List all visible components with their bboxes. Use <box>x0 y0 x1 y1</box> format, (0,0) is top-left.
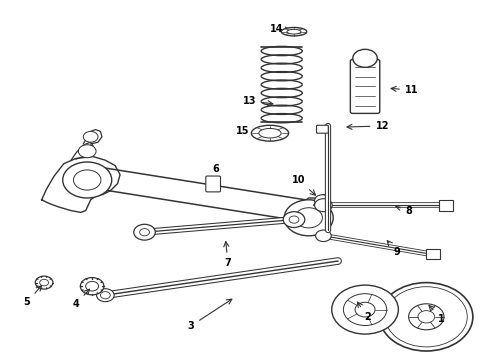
FancyBboxPatch shape <box>426 249 440 259</box>
Text: 11: 11 <box>391 85 418 95</box>
Circle shape <box>418 311 435 323</box>
Text: 9: 9 <box>387 240 400 257</box>
Text: 2: 2 <box>358 302 371 322</box>
Text: 10: 10 <box>292 175 316 195</box>
Circle shape <box>355 302 375 317</box>
Circle shape <box>316 230 331 242</box>
Text: 1: 1 <box>429 305 444 324</box>
Circle shape <box>409 304 444 330</box>
Text: 5: 5 <box>24 285 42 307</box>
Circle shape <box>140 229 149 236</box>
Text: 4: 4 <box>73 289 90 309</box>
Circle shape <box>284 200 333 236</box>
Text: 3: 3 <box>188 299 232 331</box>
Circle shape <box>97 289 114 302</box>
Circle shape <box>86 282 98 291</box>
Circle shape <box>35 276 53 289</box>
Circle shape <box>100 292 110 299</box>
Text: 15: 15 <box>236 126 263 136</box>
Circle shape <box>283 212 305 228</box>
Ellipse shape <box>259 129 281 138</box>
FancyBboxPatch shape <box>439 200 453 211</box>
Circle shape <box>315 195 330 206</box>
Circle shape <box>74 170 101 190</box>
Circle shape <box>134 224 155 240</box>
Ellipse shape <box>281 27 307 36</box>
Text: 7: 7 <box>224 242 231 268</box>
Circle shape <box>40 279 49 286</box>
Ellipse shape <box>251 125 289 141</box>
Text: 6: 6 <box>212 164 219 183</box>
Text: 12: 12 <box>347 121 389 131</box>
Circle shape <box>385 287 467 347</box>
Text: 14: 14 <box>270 24 290 34</box>
Circle shape <box>380 283 473 351</box>
Circle shape <box>353 49 377 67</box>
Circle shape <box>289 216 299 223</box>
Text: 13: 13 <box>243 96 273 106</box>
Circle shape <box>83 131 98 142</box>
Polygon shape <box>85 166 307 221</box>
FancyBboxPatch shape <box>317 125 328 133</box>
Circle shape <box>332 285 398 334</box>
Circle shape <box>78 145 96 158</box>
FancyBboxPatch shape <box>206 176 220 192</box>
Text: 8: 8 <box>396 206 413 216</box>
Circle shape <box>315 199 332 212</box>
Circle shape <box>63 162 112 198</box>
Ellipse shape <box>287 30 301 34</box>
Circle shape <box>295 208 322 228</box>
Circle shape <box>343 294 387 325</box>
FancyBboxPatch shape <box>350 59 380 113</box>
Circle shape <box>80 278 104 295</box>
